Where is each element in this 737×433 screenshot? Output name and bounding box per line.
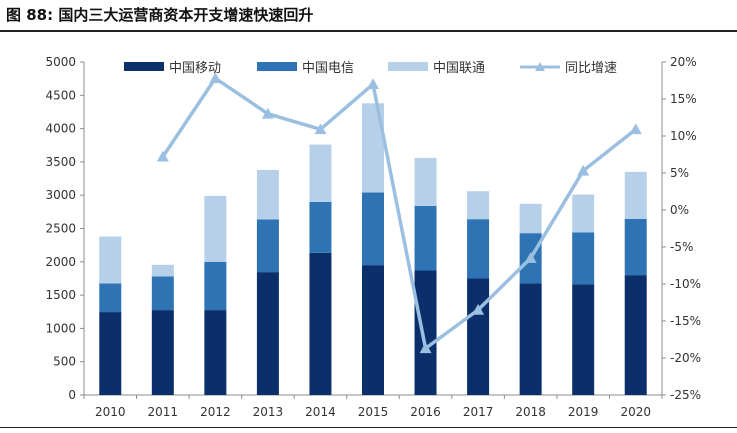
- bar-segment: [414, 270, 437, 395]
- figure-header: 图 88: 国内三大运营商资本开支增速快速回升: [0, 0, 737, 34]
- bar-segment: [151, 276, 174, 311]
- legend-swatch: [124, 62, 164, 71]
- growth-line: [161, 76, 637, 351]
- bar-segment: [99, 283, 122, 313]
- legend-swatch: [257, 62, 297, 71]
- bar-segment: [362, 265, 384, 395]
- bar-segment: [467, 219, 490, 279]
- growth-point: [577, 164, 590, 176]
- x-axis-tick-label: 2013: [253, 405, 284, 419]
- legend-marker: [535, 62, 545, 71]
- bar-segment: [519, 203, 542, 234]
- bar-segment: [624, 275, 647, 395]
- bar-segment: [204, 195, 227, 262]
- left-axis-tick-label: 2000: [45, 255, 76, 269]
- bar-segment: [414, 205, 437, 271]
- x-axis-tick-label: 2020: [620, 405, 651, 419]
- growth-point: [314, 123, 327, 135]
- x-axis-tick-label: 2012: [200, 405, 231, 419]
- right-axis-tick-label: -10%: [670, 277, 701, 291]
- growth-point: [524, 252, 537, 263]
- right-axis-tick-label: -5%: [670, 240, 693, 254]
- bar-segment: [99, 312, 122, 395]
- bar-segment: [256, 219, 279, 273]
- right-axis-tick-label: 15%: [670, 92, 697, 106]
- bar-segment: [99, 236, 122, 284]
- legend-swatch: [388, 62, 428, 71]
- bar-segment: [467, 278, 490, 395]
- left-axis-tick-label: 3000: [45, 188, 76, 202]
- bar-segment: [309, 252, 332, 395]
- left-axis-tick-label: 3500: [45, 155, 76, 169]
- x-axis-tick-label: 2011: [148, 405, 179, 419]
- growth-point: [367, 78, 379, 89]
- x-axis-tick-label: 2010: [95, 405, 126, 419]
- growth-point: [419, 342, 432, 354]
- growth-line-group: [156, 72, 642, 354]
- bar-segment: [309, 144, 332, 202]
- axes-group: 0 500 1000 1500 2000 2500 3000 3500 4000 4500 5000…: [45, 55, 701, 419]
- right-axis-tick-label: 0%: [670, 203, 689, 217]
- left-axis-tick-label: 4500: [45, 88, 76, 102]
- legend-label: 中国联通: [433, 61, 485, 76]
- bar-segment: [151, 264, 174, 277]
- legend-label: 中国移动: [169, 61, 221, 76]
- figure-title: 图 88: 国内三大运营商资本开支增速快速回升: [6, 6, 314, 24]
- right-axis-tick-label: -15%: [670, 314, 701, 328]
- left-axis-tick-label: 1000: [45, 321, 76, 335]
- left-axis-tick-label: 500: [53, 355, 76, 369]
- left-axis-tick-label: 0: [68, 388, 76, 402]
- bar-segment: [309, 201, 332, 253]
- legend: 中国移动 中国电信 中国联通 同比增速: [124, 61, 617, 76]
- bar-segment: [204, 310, 227, 395]
- bar-segment: [256, 169, 279, 220]
- bars-group: [99, 103, 647, 395]
- growth-point: [156, 150, 169, 162]
- right-axis-tick-label: 10%: [670, 129, 697, 143]
- bar-segment: [362, 192, 384, 266]
- bar-segment: [519, 283, 542, 395]
- x-axis-tick-label: 2014: [305, 405, 336, 419]
- left-axis-tick-label: 1500: [45, 288, 76, 302]
- bar-segment: [572, 232, 595, 285]
- bar-segment: [256, 272, 279, 395]
- x-axis-tick-label: 2016: [410, 405, 441, 419]
- bar-segment: [572, 194, 595, 233]
- right-axis-tick-label: -20%: [670, 351, 701, 365]
- growth-point: [209, 72, 222, 84]
- right-axis-tick-label: 20%: [670, 55, 697, 69]
- legend-label: 中国电信: [302, 61, 354, 76]
- right-axis-tick-label: -25%: [670, 388, 701, 402]
- bar-segment: [624, 218, 647, 276]
- bottom-divider: [0, 427, 737, 428]
- bar-segment: [362, 103, 384, 193]
- x-axis-tick-label: 2018: [515, 405, 546, 419]
- bar-segment: [151, 310, 174, 395]
- x-axis-tick-label: 2015: [358, 405, 389, 419]
- growth-point: [472, 303, 485, 315]
- growth-point: [261, 107, 274, 119]
- legend-label: 同比增速: [565, 61, 617, 76]
- bar-segment: [467, 191, 490, 220]
- left-axis-tick-label: 4000: [45, 122, 76, 136]
- growth-point: [629, 123, 642, 135]
- title-divider: [0, 30, 737, 32]
- left-axis-tick-label: 5000: [45, 55, 76, 69]
- right-axis-tick-label: 5%: [670, 166, 689, 180]
- bar-segment: [204, 261, 227, 311]
- left-axis-tick-label: 2500: [45, 222, 76, 236]
- x-axis-tick-label: 2019: [568, 405, 599, 419]
- bar-segment: [572, 284, 595, 395]
- bar-segment: [414, 157, 437, 206]
- bar-segment: [624, 171, 647, 219]
- x-axis-tick-label: 2017: [463, 405, 494, 419]
